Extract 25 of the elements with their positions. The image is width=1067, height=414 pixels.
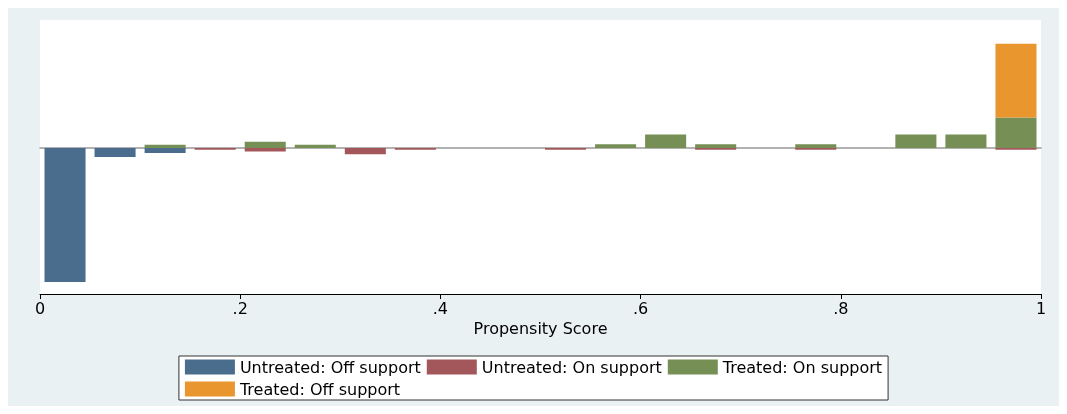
x-tick-label: .2 — [232, 298, 248, 318]
legend-label: Treated: On support — [721, 357, 883, 377]
bar — [144, 144, 186, 148]
bar — [144, 147, 186, 153]
bar — [44, 147, 86, 283]
bar — [645, 134, 687, 148]
legend-label: Untreated: On support — [481, 357, 662, 377]
x-tick-label: .4 — [432, 298, 449, 318]
bar — [294, 144, 336, 148]
x-tick-label: .8 — [833, 298, 849, 318]
x-tick-label: .6 — [632, 298, 649, 318]
x-tick-label: 0 — [34, 298, 46, 318]
x-tick-label: 1 — [1035, 298, 1047, 318]
legend-label: Treated: Off support — [238, 379, 401, 399]
bar — [344, 147, 386, 155]
bar — [94, 147, 136, 157]
bar — [995, 43, 1037, 118]
bar — [895, 134, 937, 148]
x-axis-title: Propensity Score — [473, 319, 608, 339]
legend-label: Untreated: Off support — [239, 357, 421, 377]
bar — [244, 147, 286, 152]
bar — [945, 134, 987, 148]
bar — [244, 141, 286, 148]
bar — [595, 144, 637, 148]
bar — [995, 117, 1037, 148]
